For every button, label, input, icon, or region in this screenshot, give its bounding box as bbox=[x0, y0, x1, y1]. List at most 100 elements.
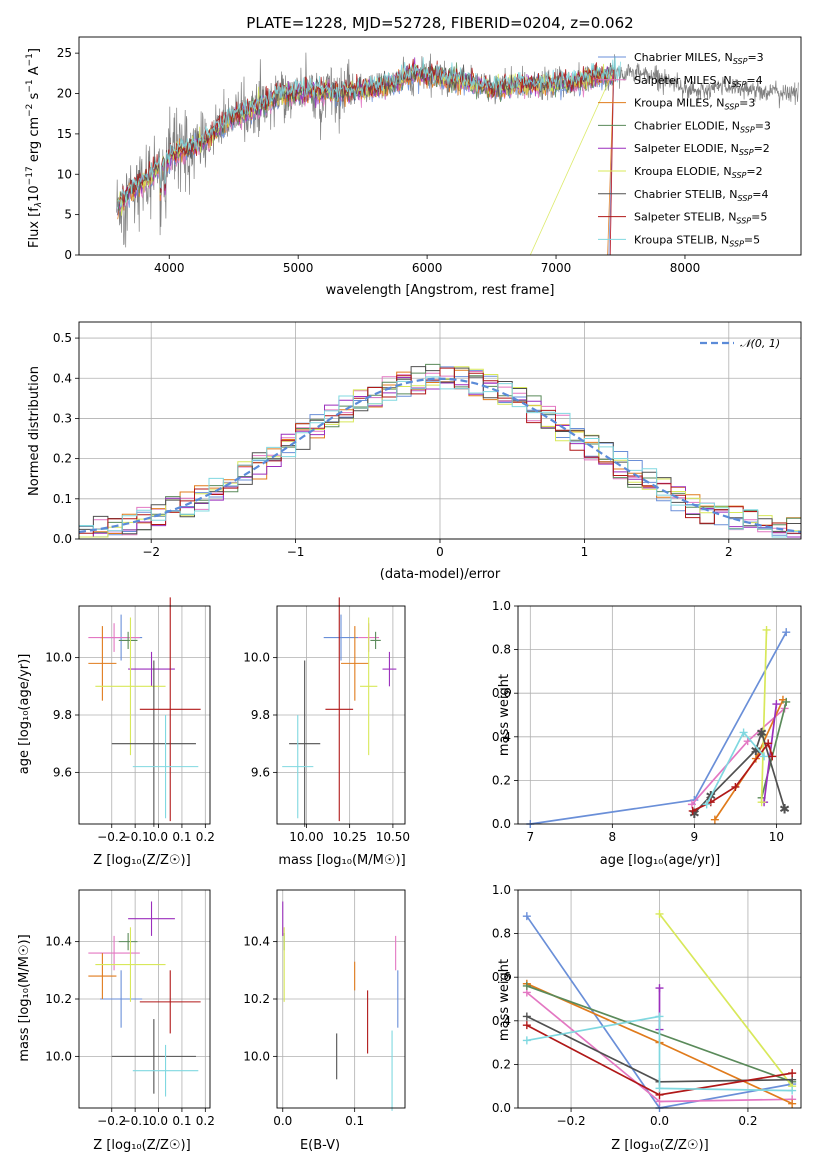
weight-line-salpeter-elodie bbox=[763, 703, 778, 803]
residuals-ylabel: Normed distribution bbox=[27, 366, 42, 496]
spectrum-title: PLATE=1228, MJD=52728, FIBERID=0204, z=0… bbox=[246, 14, 633, 32]
y-tick-label: 10.4 bbox=[243, 935, 270, 949]
mass-vs-extinction-xlabel: E(B-V) bbox=[300, 1138, 340, 1153]
weight-marker-salpeter-stelib bbox=[522, 1021, 531, 1030]
spectrum-legend: Chabrier MILES, NSSP=3 Salpeter MILES, NS… bbox=[598, 51, 771, 248]
normal-distribution-curve bbox=[78, 377, 802, 534]
y-tick-label: 10.4 bbox=[45, 935, 72, 949]
y-tick-label: 5 bbox=[64, 208, 72, 222]
weight-line-kroupa-elodie bbox=[760, 629, 768, 803]
y-tick-label: 0.8 bbox=[492, 927, 511, 941]
weight-marker-chabrier-elodie bbox=[522, 981, 531, 990]
x-tick-label: 0.1 bbox=[345, 1114, 364, 1128]
x-tick-label: 0.2 bbox=[738, 1114, 757, 1128]
x-tick-label: 0.1 bbox=[172, 830, 191, 844]
weight-vs-metallicity-ylabel: mass weight bbox=[497, 959, 512, 1041]
age-vs-metallicity-xlabel: Z [log₁₀(Z/Z☉)] bbox=[93, 853, 190, 868]
axes-frame bbox=[78, 321, 802, 540]
y-tick-label: 0 bbox=[64, 248, 72, 262]
x-tick-label: 2 bbox=[725, 545, 733, 559]
weight-marker-kroupa-stelib bbox=[655, 1084, 664, 1093]
weight-marker-chabrier-elodie bbox=[782, 697, 791, 706]
normal-legend-label: 𝒩(0, 1) bbox=[740, 337, 780, 350]
legend-label-salpeter-miles: Salpeter MILES, NSSP=4 bbox=[634, 74, 763, 89]
weight-vs-metallicity-xlabel: Z [log₁₀(Z/Z☉)] bbox=[611, 1138, 708, 1153]
x-tick-label: 8000 bbox=[670, 261, 701, 275]
spectrum-ylabel: Flux [fλ10−17 erg cm−2 s−1 A−1] bbox=[25, 48, 44, 248]
weight-vs-age-xlabel: age [log₁₀(age/yr)] bbox=[600, 853, 721, 868]
y-tick-label: 20 bbox=[57, 87, 72, 101]
y-tick-label: 9.8 bbox=[251, 708, 270, 722]
x-tick-label: −1 bbox=[287, 545, 305, 559]
axes-frame bbox=[276, 889, 406, 1109]
x-tick-label: −0.2 bbox=[97, 1114, 126, 1128]
x-tick-label: 0.0 bbox=[273, 1114, 292, 1128]
y-tick-label: 0.5 bbox=[53, 331, 72, 345]
x-tick-label: 0.0 bbox=[149, 830, 168, 844]
axes-frame bbox=[78, 36, 802, 256]
x-tick-label: 6000 bbox=[412, 261, 443, 275]
weight-marker-salpeter-stelib bbox=[731, 782, 740, 791]
y-tick-label: 0.0 bbox=[53, 532, 72, 546]
weight-marker-salpeter-stelib bbox=[688, 806, 697, 815]
x-tick-label: 7000 bbox=[541, 261, 572, 275]
legend-label-salpeter-stelib: Salpeter STELIB, NSSP=5 bbox=[634, 211, 767, 226]
x-tick-label: 0.0 bbox=[650, 1114, 669, 1128]
y-tick-label: 0.4 bbox=[492, 730, 511, 744]
y-tick-label: 10.2 bbox=[45, 992, 72, 1006]
y-tick-label: 1.0 bbox=[492, 883, 511, 897]
weight-marker-salpeter-stelib bbox=[788, 1069, 797, 1078]
mass-vs-metallicity-panel: −0.2−0.1 0.0 0.1 0.2 10.0 10.2 10.4 bbox=[45, 889, 215, 1128]
legend-label-kroupa-miles: Kroupa MILES, NSSP=3 bbox=[634, 97, 755, 112]
axes-frame bbox=[517, 889, 802, 1109]
spectrum-xlabel: wavelength [Angstrom, rest frame] bbox=[326, 283, 555, 298]
x-tick-label: 10 bbox=[769, 830, 784, 844]
weight-marker-chabrier-stelib: ✱ bbox=[750, 744, 761, 759]
weight-marker-kroupa-stelib bbox=[788, 1086, 797, 1095]
weight-marker-chabrier-stelib: ✱ bbox=[756, 726, 767, 741]
weight-line-chabrier-elodie bbox=[760, 701, 788, 799]
mass-vs-extinction-panel: 0.0 0.1 10.0 10.2 10.4 bbox=[243, 889, 406, 1128]
weight-line-chabrier-stelib bbox=[693, 729, 786, 814]
legend-label-salpeter-elodie: Salpeter ELODIE, NSSP=2 bbox=[634, 142, 770, 157]
y-tick-label: 10.0 bbox=[243, 1049, 270, 1063]
weight-marker-kroupa-stelib bbox=[655, 1012, 664, 1021]
y-tick-label: 9.8 bbox=[53, 708, 72, 722]
y-tick-label: 1.0 bbox=[492, 599, 511, 613]
age-vs-mass-panel: 10.00 10.25 10.50 9.6 9.8 10.0 bbox=[243, 597, 410, 844]
weight-vs-metallicity-panel: −0.2 0.0 0.2 0.0 0.2 0.4 0.6 0.8 1.0 bbox=[492, 883, 802, 1128]
y-tick-label: 10.2 bbox=[243, 992, 270, 1006]
weight-line-kroupa-stelib bbox=[526, 1015, 793, 1092]
legend-label-kroupa-elodie: Kroupa ELODIE, NSSP=2 bbox=[634, 165, 763, 180]
y-tick-label: 0.6 bbox=[492, 970, 511, 984]
weight-marker-kroupa-miles bbox=[710, 815, 719, 824]
x-tick-label: −0.1 bbox=[121, 830, 150, 844]
axes-frame bbox=[276, 605, 406, 825]
y-tick-label: 0.4 bbox=[53, 371, 72, 385]
age-vs-mass-xlabel: mass [log₁₀(M/M☉)] bbox=[278, 853, 405, 868]
x-tick-label: 0.1 bbox=[172, 1114, 191, 1128]
weight-marker-kroupa-stelib bbox=[739, 728, 748, 737]
weight-marker-chabrier-stelib: ✱ bbox=[779, 803, 790, 818]
weight-marker-kroupa-elodie bbox=[655, 909, 664, 918]
residuals-xlabel: (data-model)/error bbox=[380, 567, 501, 582]
x-tick-label: −0.1 bbox=[121, 1114, 150, 1128]
x-tick-label: −0.2 bbox=[97, 830, 126, 844]
mass-vs-metallicity-xlabel: Z [log₁₀(Z/Z☉)] bbox=[93, 1138, 190, 1153]
x-tick-label: 0 bbox=[436, 545, 444, 559]
x-tick-label: 10.50 bbox=[376, 830, 410, 844]
y-tick-label: 0.6 bbox=[492, 686, 511, 700]
y-tick-label: 0.4 bbox=[492, 1014, 511, 1028]
axes-frame bbox=[517, 605, 802, 825]
x-tick-label: 0.0 bbox=[149, 1114, 168, 1128]
x-tick-label: −0.2 bbox=[556, 1114, 585, 1128]
weight-marker-salpeter-miles bbox=[687, 800, 696, 809]
weight-marker-chabrier-stelib bbox=[522, 1012, 531, 1021]
residuals-panel: −2 −1 0 1 2 0.0 0.1 0.2 0.3 0.4 0.5 bbox=[53, 321, 802, 559]
weight-marker-kroupa-stelib bbox=[522, 1036, 531, 1045]
y-tick-label: 0.0 bbox=[492, 817, 511, 831]
y-tick-label: 10 bbox=[57, 167, 72, 181]
spectrum-panel: 4000 5000 6000 7000 8000 0 5 10 15 20 25 bbox=[57, 36, 802, 275]
x-tick-label: 4000 bbox=[154, 261, 185, 275]
x-tick-label: 5000 bbox=[283, 261, 314, 275]
